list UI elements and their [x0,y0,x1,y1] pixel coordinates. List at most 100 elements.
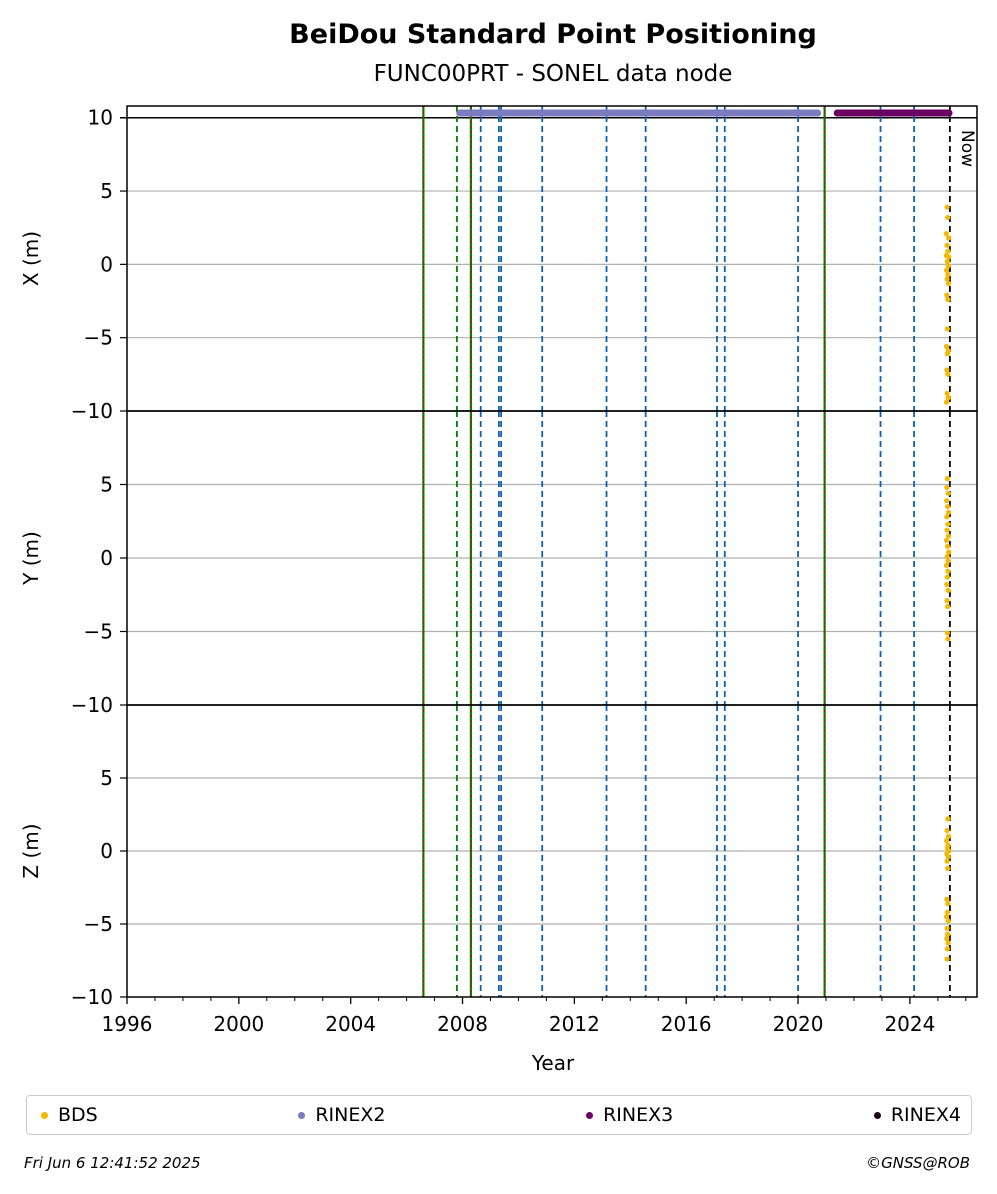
bds-point [945,521,951,527]
bds-point [946,549,952,555]
footer-credit: ©GNSS@ROB [866,1154,970,1172]
bds-point [946,254,952,260]
y-axis-label: X (m) [19,231,43,286]
bds-point [944,956,950,962]
bds-point [945,248,951,254]
legend-label-rinex4: RINEX4 [890,1104,961,1126]
plot-area: −10 −5 0 5 10 X (m) −10 −5 0 5 Y (m) −10 −5 0 5 Z (m) No… [19,105,978,1036]
bds-point [943,838,950,844]
x-tick-label: 2004 [325,1012,376,1036]
bds-point [945,235,952,241]
bds-point [945,568,951,574]
y-tick-label: −10 [71,985,113,1009]
x-axis-label: Year [531,1051,575,1075]
bds-point [945,509,952,516]
y-axis-label: Y (m) [19,531,43,586]
bds-point [945,371,951,377]
panel-frame [126,704,978,998]
bds-point [945,940,951,946]
rinex3-marker-icon [586,1111,594,1119]
legend-item-rinex2: RINEX2 [298,1104,385,1126]
footer-timestamp: Fri Jun 6 12:41:52 2025 [24,1154,201,1172]
y-tick-label: −5 [84,326,113,350]
y-tick-label: −10 [71,693,113,717]
bds-point [944,581,950,588]
y-tick-label: 5 [100,473,113,497]
bds-point [945,272,951,278]
bds-point [943,562,950,568]
bds-point [944,276,950,282]
x-tick-label: 2016 [661,1012,712,1036]
bds-point [945,816,951,822]
bds-point [945,280,952,287]
bds-marker-icon [41,1111,48,1119]
bds-point [945,900,951,907]
bds-point [944,936,950,942]
y-tick-label: 5 [100,766,113,790]
bds-point [943,343,950,350]
bds-point [943,914,950,920]
bds-point [944,827,950,834]
y-tick-label: −10 [71,399,113,423]
bds-point [944,553,950,560]
x-tick-label: 2020 [773,1012,824,1036]
legend-item-rinex4: RINEX4 [873,1104,961,1126]
chart: BeiDou Standard Point Positioning FUNC00… [19,19,978,1075]
y-tick-label: 0 [100,546,113,570]
bds-point [943,267,950,273]
bds-point [944,242,950,248]
bds-point [945,395,951,401]
legend-label-rinex3: RINEX3 [603,1104,674,1126]
panel-frame [126,105,978,412]
x-tick-label: 2012 [549,1012,600,1036]
bds-point [945,503,951,510]
bds-point [944,484,950,491]
bds-point [943,399,950,405]
bds-point [944,896,950,902]
bds-point [944,909,950,915]
y-tick-label: 0 [100,252,113,276]
legend-item-rinex3: RINEX3 [586,1104,673,1126]
now-label: Now [957,130,977,167]
bds-point [944,598,950,604]
bds-point [944,630,950,636]
bds-point [945,543,951,549]
x-tick-label: 2000 [213,1012,264,1036]
y-tick-label: −5 [84,620,113,644]
x-tick-label: 2008 [437,1012,488,1036]
bds-point [944,946,950,952]
bds-point [943,498,950,504]
y-tick-label: −5 [84,912,113,936]
bds-point [944,925,950,931]
bds-point [945,636,951,642]
y-axis-label: Z (m) [19,823,43,878]
x-tick-label: 2024 [884,1012,935,1036]
bds-point [944,292,950,298]
bds-point [944,514,950,520]
bds-point [944,326,950,332]
bds-point [945,587,951,593]
rinex4-marker-icon [873,1111,881,1119]
bds-point [944,390,950,397]
legend-label-rinex2: RINEX2 [315,1104,386,1126]
bds-point [944,574,950,580]
y-tick-label: 10 [88,106,113,130]
bds-point [945,214,951,221]
chart-title: BeiDou Standard Point Positioning [289,19,817,50]
bds-point [944,858,950,864]
bds-point [943,537,950,543]
bds-point [944,527,950,533]
y-tick-label: 5 [100,179,113,203]
bds-point [944,351,950,357]
y-tick-label: 0 [100,839,113,863]
rinex2-marker-icon [298,1111,306,1119]
bds-point [945,918,951,924]
bds-point [945,833,952,840]
chart-subtitle: FUNC00PRT - SONEL data node [374,61,733,87]
x-tick-label: 1996 [102,1012,153,1036]
bds-point [944,367,950,373]
bds-point [945,296,951,303]
bds-point [945,931,951,937]
bds-point [944,258,950,265]
bds-point [943,230,949,237]
